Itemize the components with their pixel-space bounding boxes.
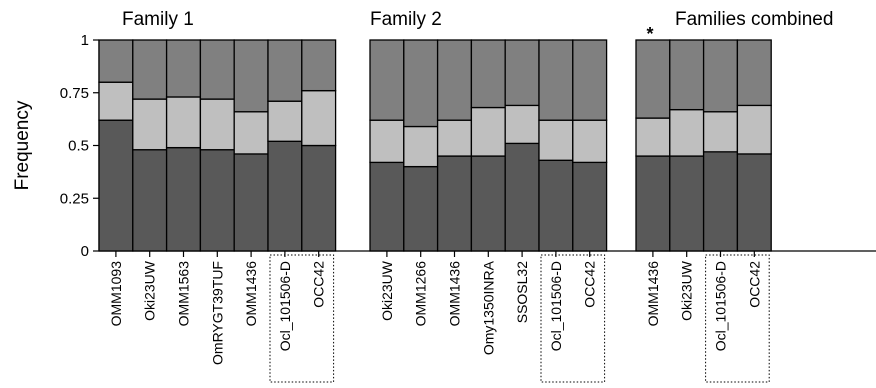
bar-segment-middle: [702, 111, 739, 153]
bar-segment-top: [470, 39, 506, 109]
panel-title: Family 2: [370, 9, 442, 30]
bar-segment-top: [98, 39, 134, 83]
y-tick-label: 0.25: [60, 190, 89, 207]
x-tick-label: OCC42: [311, 261, 327, 308]
x-tick-label: OMM1266: [413, 261, 429, 327]
x-tick-label: OmRYGT39TUF: [209, 261, 225, 365]
bar-segment-bottom: [635, 155, 671, 252]
bar-segment-top: [199, 39, 235, 100]
bar-segment-bottom: [267, 140, 303, 252]
x-tick-label: OCC42: [582, 261, 598, 308]
bar-segment-top: [736, 39, 772, 107]
bar-segment-middle: [301, 89, 337, 147]
x-tick-label: OMM1436: [645, 261, 661, 327]
bar-segment-middle: [267, 100, 303, 142]
bar-segment-top: [369, 39, 405, 121]
bar-segment-top: [635, 39, 671, 119]
bar-segment-bottom: [369, 161, 405, 252]
bar-segment-middle: [403, 125, 439, 168]
bar-segment-bottom: [233, 153, 269, 252]
panel-2: Family 2 Oki23UW OMM1266 OMM1436 Omy1350INRA…: [369, 9, 608, 383]
bar-segment-bottom: [538, 159, 574, 252]
bar-segment-middle: [538, 119, 574, 161]
bar-segment-top: [669, 39, 705, 111]
panel-3: Families combined * OMM1436 Oki23UW Ocl_1015…: [635, 9, 833, 383]
x-tick-label: Oki23UW: [679, 260, 695, 321]
x-tick-label: OMM1436: [447, 261, 463, 327]
y-tick-label: 0: [81, 243, 89, 260]
bar-segment-top: [267, 39, 303, 102]
bar-segment-bottom: [504, 142, 540, 252]
y-axis-label: Frequency: [12, 100, 33, 190]
x-tick-label: OMM1436: [243, 261, 259, 327]
bar-segment-middle: [470, 106, 506, 157]
bar-segment-bottom: [736, 153, 772, 252]
bar-segment-bottom: [669, 155, 705, 252]
bar-segment-middle: [199, 98, 235, 151]
panel-title: Family 1: [122, 9, 194, 30]
bar-segment-bottom: [132, 149, 168, 252]
bar-segment-top: [403, 39, 439, 128]
bar-segment-bottom: [301, 144, 337, 252]
bar-segment-bottom: [470, 155, 506, 252]
bar-segment-middle: [98, 81, 134, 121]
x-tick-label: OMM1563: [176, 261, 192, 327]
y-tick-label: 0.5: [68, 138, 89, 155]
bar-segment-top: [504, 39, 540, 107]
bar-segment-top: [702, 39, 739, 113]
bar-segment-middle: [736, 104, 772, 155]
x-tick-label: Ocl_101506-D: [548, 261, 564, 351]
bar-segment-middle: [572, 119, 608, 164]
bar-segment-bottom: [572, 161, 608, 252]
x-tick-label: OCC42: [746, 261, 762, 308]
panel-1: Family 1 OMM1093 Oki23UW OMM1563 OmRYGT39TUF…: [98, 9, 337, 383]
bar-segment-top: [301, 39, 337, 92]
boxed-markers-outline: [540, 254, 606, 383]
bar-segment-middle: [635, 117, 671, 157]
y-tick-label: 0.75: [60, 85, 89, 102]
significance-marker: *: [646, 24, 653, 44]
x-tick-label: SSOSL32: [514, 261, 530, 323]
bar-segment-middle: [165, 96, 202, 149]
bar-segment-middle: [369, 119, 405, 164]
bar-segment-middle: [132, 98, 168, 151]
x-tick-label: Omy1350INRA: [480, 260, 496, 355]
boxed-markers-outline: [705, 254, 770, 383]
bar-segment-bottom: [199, 149, 235, 252]
bar-segment-top: [538, 39, 574, 121]
y-tick-label: 1: [81, 32, 89, 49]
bar-segment-bottom: [165, 146, 202, 252]
x-tick-label: OMM1093: [108, 261, 124, 327]
bar-segment-top: [436, 39, 473, 121]
bar-segment-middle: [233, 111, 269, 155]
bar-segment-top: [165, 39, 202, 98]
panel-title: Families combined: [675, 9, 833, 30]
bar-segment-top: [132, 39, 168, 100]
bar-segment-middle: [669, 108, 705, 157]
bar-segment-top: [572, 39, 608, 121]
bar-segment-bottom: [436, 155, 473, 252]
bar-segment-bottom: [98, 119, 134, 252]
bar-segment-bottom: [702, 151, 739, 252]
boxed-markers-outline: [269, 254, 335, 383]
x-tick-label: Oki23UW: [142, 260, 158, 321]
x-tick-label: Ocl_101506-D: [277, 261, 293, 351]
bar-segment-middle: [436, 119, 473, 157]
x-tick-label: Ocl_101506-D: [713, 261, 729, 351]
bar-segment-middle: [504, 104, 540, 145]
bar-segment-bottom: [403, 165, 439, 252]
x-tick-label: Oki23UW: [379, 260, 395, 321]
bar-segment-top: [233, 39, 269, 113]
